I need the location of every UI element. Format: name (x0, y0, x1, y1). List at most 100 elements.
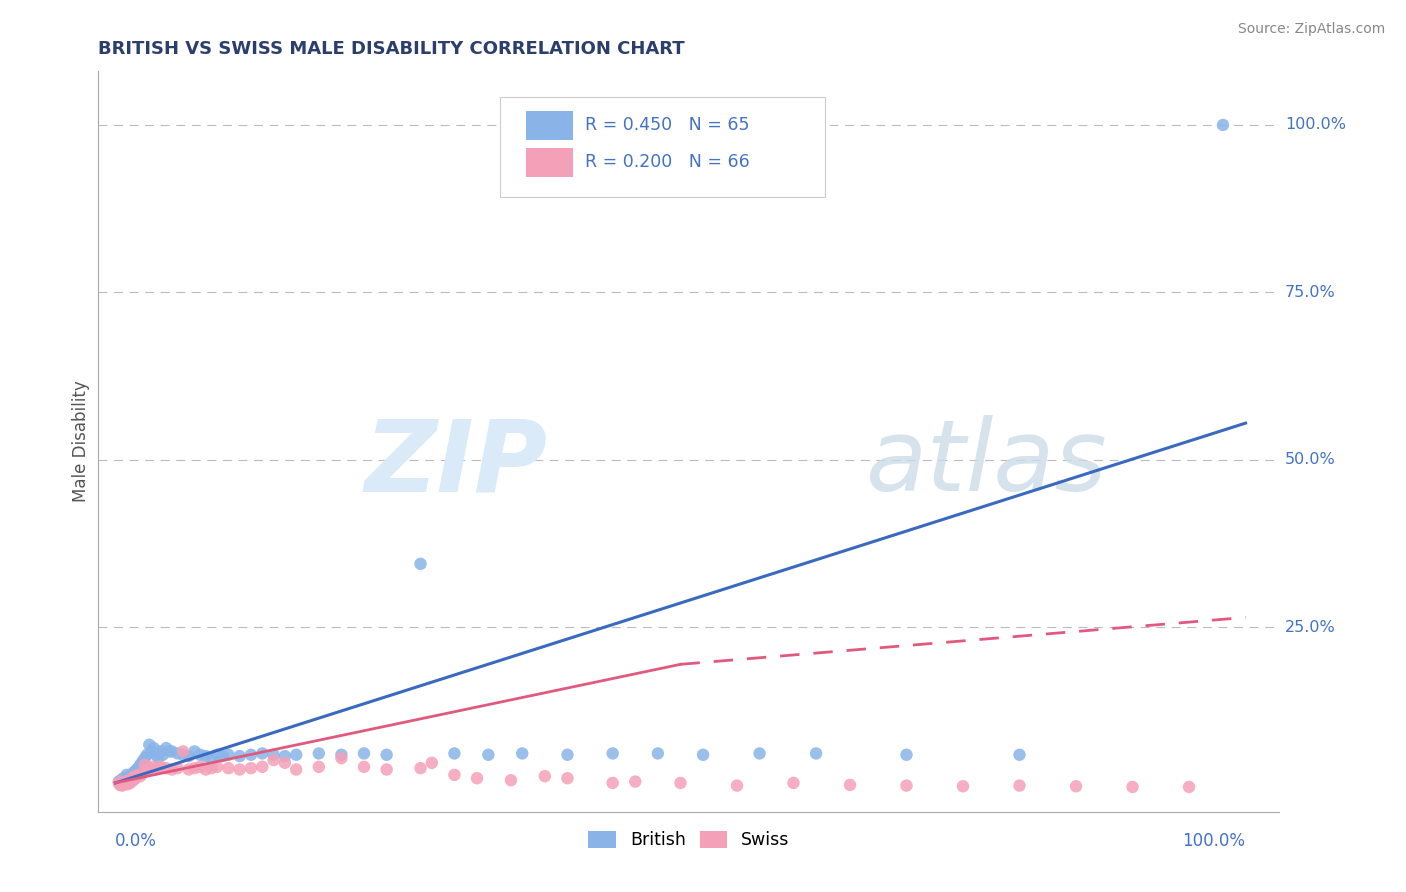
Point (115, 768, 138, 782)
Text: ZIP: ZIP (364, 416, 547, 512)
Point (1178, 780, 1201, 794)
Point (148, 751, 170, 765)
Point (121, 766, 143, 780)
Point (134, 751, 156, 765)
Point (183, 761, 205, 775)
Text: R = 0.200   N = 66: R = 0.200 N = 66 (585, 153, 749, 171)
Point (136, 763, 159, 777)
Point (602, 776, 624, 790)
Point (285, 747, 308, 762)
Point (108, 776, 131, 790)
Point (647, 747, 669, 761)
Point (839, 778, 862, 792)
Point (205, 747, 228, 762)
Point (782, 776, 804, 790)
Point (1008, 779, 1031, 793)
Point (115, 776, 138, 790)
Point (188, 747, 211, 762)
Point (353, 747, 375, 761)
Point (134, 757, 156, 772)
Point (120, 776, 142, 790)
Point (534, 769, 557, 783)
Point (624, 774, 647, 789)
Point (285, 763, 308, 777)
Point (194, 763, 217, 777)
Point (149, 744, 172, 758)
Point (129, 769, 152, 783)
Point (136, 747, 159, 762)
Point (188, 760, 211, 774)
Point (409, 557, 432, 571)
Point (138, 761, 160, 775)
Point (111, 779, 134, 793)
Point (252, 747, 274, 761)
Point (375, 747, 398, 762)
Point (183, 744, 205, 758)
Point (252, 760, 274, 774)
Point (143, 763, 166, 777)
Point (477, 747, 499, 762)
Point (217, 747, 239, 762)
Point (121, 771, 143, 785)
Point (124, 764, 146, 779)
Point (172, 744, 194, 758)
Point (1064, 779, 1087, 793)
Point (117, 777, 139, 791)
Text: 100.0%: 100.0% (1285, 118, 1346, 132)
Point (127, 761, 149, 775)
Point (263, 747, 285, 762)
Point (725, 779, 748, 793)
Point (308, 747, 330, 761)
Point (200, 751, 222, 765)
Text: 100.0%: 100.0% (1182, 832, 1246, 850)
Point (141, 760, 163, 774)
Point (177, 763, 200, 777)
Text: BRITISH VS SWISS MALE DISABILITY CORRELATION CHART: BRITISH VS SWISS MALE DISABILITY CORRELA… (98, 40, 685, 58)
Point (602, 747, 624, 761)
Legend: British, Swiss: British, Swiss (581, 824, 797, 856)
Point (375, 763, 398, 777)
Point (148, 761, 170, 775)
Point (125, 768, 148, 782)
Point (748, 747, 770, 761)
Point (804, 747, 827, 761)
Point (510, 747, 533, 761)
FancyBboxPatch shape (501, 97, 825, 197)
Point (152, 747, 174, 762)
Point (194, 749, 217, 764)
Point (138, 738, 160, 752)
Point (177, 749, 200, 764)
Point (114, 774, 136, 789)
Point (353, 760, 375, 774)
Text: 50.0%: 50.0% (1285, 452, 1336, 467)
Point (120, 769, 142, 783)
Point (112, 777, 135, 791)
Point (228, 763, 250, 777)
Point (952, 779, 974, 793)
Point (499, 773, 522, 788)
Point (200, 761, 222, 775)
Point (120, 774, 142, 789)
Text: 25.0%: 25.0% (1285, 620, 1336, 635)
Point (117, 771, 139, 785)
FancyBboxPatch shape (526, 111, 574, 140)
Point (1212, 118, 1234, 132)
Point (112, 776, 135, 790)
FancyBboxPatch shape (526, 147, 574, 178)
Point (142, 741, 165, 756)
Point (108, 778, 131, 792)
Point (141, 744, 163, 758)
Point (160, 763, 183, 777)
Point (1008, 747, 1031, 762)
Text: atlas: atlas (866, 416, 1108, 512)
Point (114, 776, 136, 790)
Point (557, 747, 579, 762)
Point (118, 773, 141, 788)
Point (131, 766, 153, 780)
Point (211, 749, 233, 764)
Point (443, 768, 465, 782)
Point (129, 757, 152, 772)
Point (122, 769, 145, 783)
Point (107, 776, 129, 790)
Point (111, 777, 134, 791)
